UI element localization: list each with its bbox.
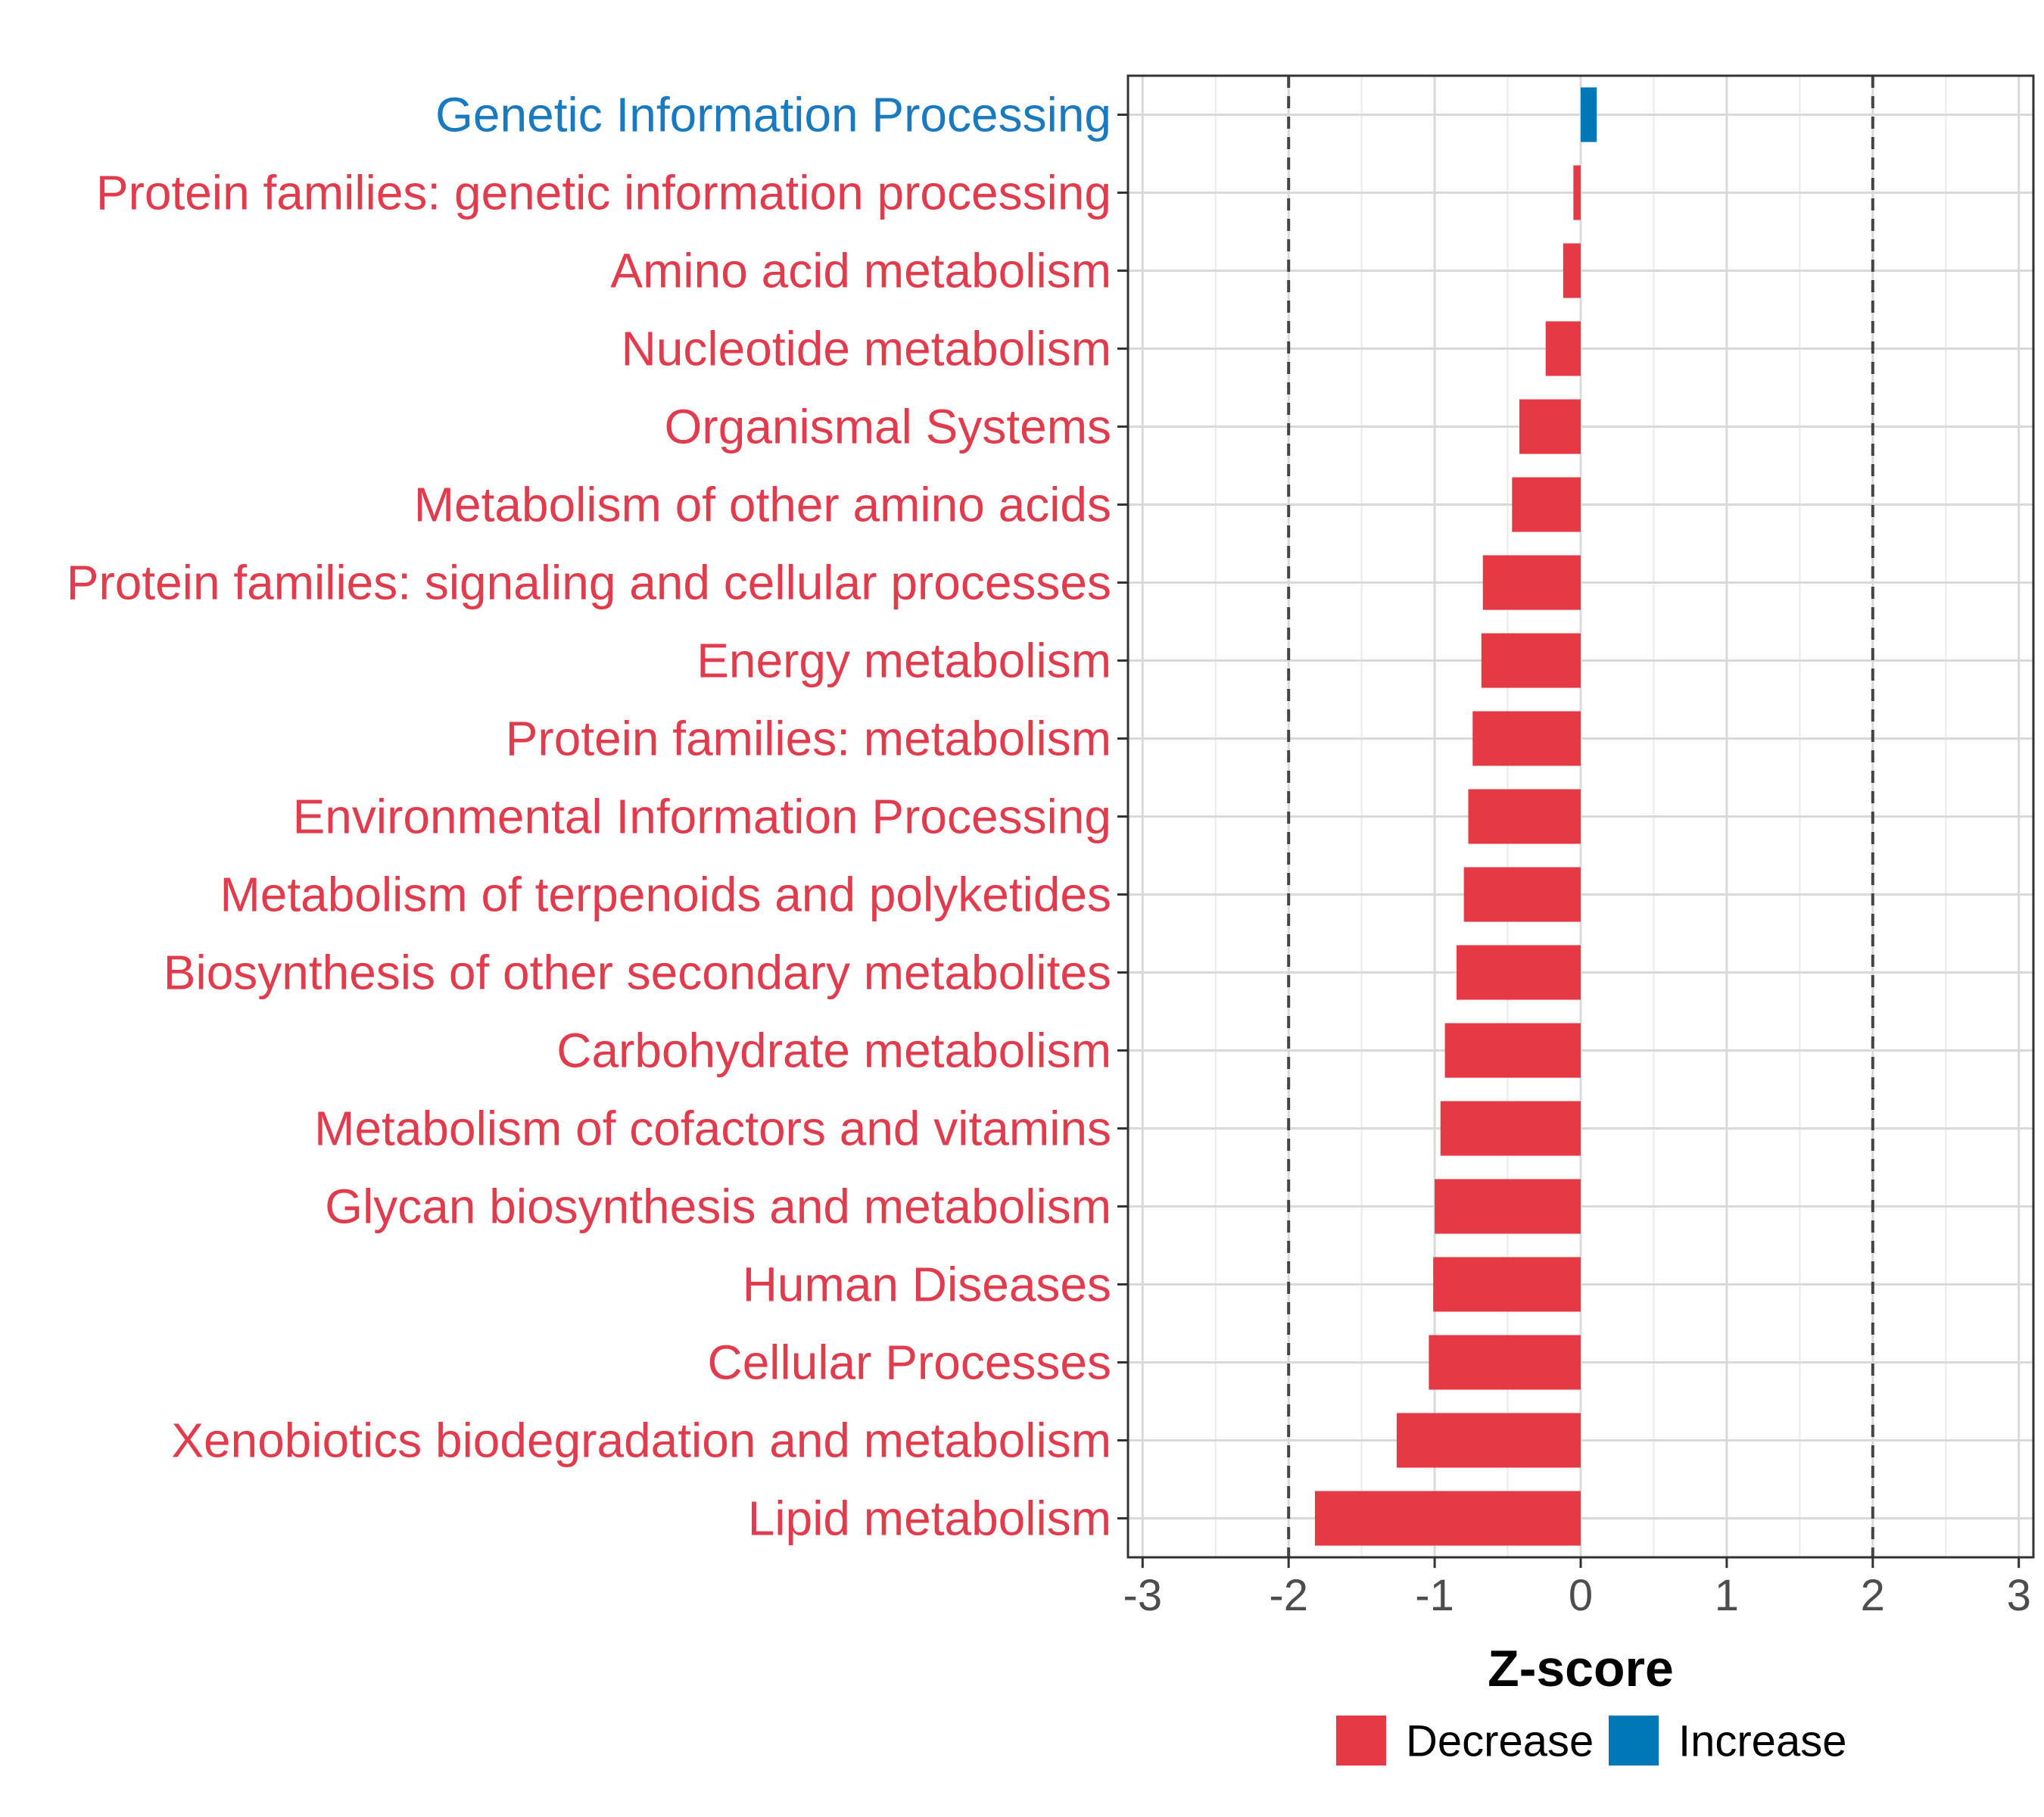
x-tick-label: 1 xyxy=(1715,1571,1739,1620)
bar xyxy=(1581,87,1597,142)
bar xyxy=(1314,1491,1581,1546)
bar xyxy=(1444,1023,1581,1078)
bars xyxy=(1314,87,1597,1546)
bar xyxy=(1429,1335,1581,1390)
bar xyxy=(1396,1413,1581,1468)
legend-swatch-increase xyxy=(1609,1716,1659,1766)
legend-label-decrease: Decrease xyxy=(1406,1717,1594,1766)
bar xyxy=(1519,399,1581,454)
bar xyxy=(1512,477,1581,532)
category-label: Nucleotide metabolism xyxy=(622,322,1111,376)
category-label: Amino acid metabolism xyxy=(610,244,1111,298)
x-axis-title: Z-score xyxy=(1488,1640,1674,1697)
bar xyxy=(1482,555,1581,610)
category-label: Environmental Information Processing xyxy=(293,790,1111,844)
category-label: Protein families: genetic information pr… xyxy=(96,166,1111,220)
category-label: Human Diseases xyxy=(743,1258,1111,1312)
category-label: Biosynthesis of other secondary metaboli… xyxy=(164,946,1111,1000)
category-label: Metabolism of cofactors and vitamins xyxy=(314,1102,1111,1156)
x-tick-label: 2 xyxy=(1861,1571,1885,1620)
category-label: Energy metabolism xyxy=(696,634,1111,688)
bar xyxy=(1435,1179,1581,1234)
bar xyxy=(1463,867,1581,922)
legend-swatch-decrease xyxy=(1336,1716,1386,1766)
category-label: Organismal Systems xyxy=(665,400,1111,454)
bar xyxy=(1433,1257,1581,1312)
y-axis-ticks xyxy=(1117,114,1128,1519)
bar xyxy=(1545,321,1581,376)
x-tick-label: -3 xyxy=(1123,1571,1163,1620)
category-label: Metabolism of other amino acids xyxy=(414,478,1111,532)
category-labels: Genetic Information Processing Protein fa… xyxy=(67,88,1111,1546)
bar xyxy=(1472,711,1581,766)
legend: Decrease Increase xyxy=(1336,1716,1846,1766)
reference-lines xyxy=(1287,76,1874,1557)
category-label: Metabolism of terpenoids and polyketides xyxy=(220,868,1111,922)
bar xyxy=(1481,633,1581,688)
category-label: Lipid metabolism xyxy=(748,1491,1111,1546)
x-tick-label: -2 xyxy=(1269,1571,1308,1620)
category-label: Glycan biosynthesis and metabolism xyxy=(325,1180,1111,1234)
bar xyxy=(1468,789,1581,844)
bar xyxy=(1457,945,1581,1000)
x-axis-ticks: -3 -2 -1 0 1 2 3 xyxy=(1123,1557,2031,1620)
x-tick-label: 0 xyxy=(1569,1571,1593,1620)
category-label: Genetic Information Processing xyxy=(435,88,1111,142)
category-label: Xenobiotics biodegradation and metabolis… xyxy=(171,1413,1111,1468)
x-tick-label: -1 xyxy=(1415,1571,1454,1620)
bar xyxy=(1573,165,1581,220)
category-label: Carbohydrate metabolism xyxy=(556,1024,1111,1078)
x-tick-label: 3 xyxy=(2007,1571,2031,1620)
legend-label-increase: Increase xyxy=(1678,1717,1846,1766)
category-label: Protein families: metabolism xyxy=(506,712,1111,766)
category-label: Cellular Processes xyxy=(707,1335,1111,1390)
bar xyxy=(1440,1101,1581,1156)
bar xyxy=(1563,243,1581,298)
category-label: Protein families: signaling and cellular… xyxy=(67,556,1111,610)
